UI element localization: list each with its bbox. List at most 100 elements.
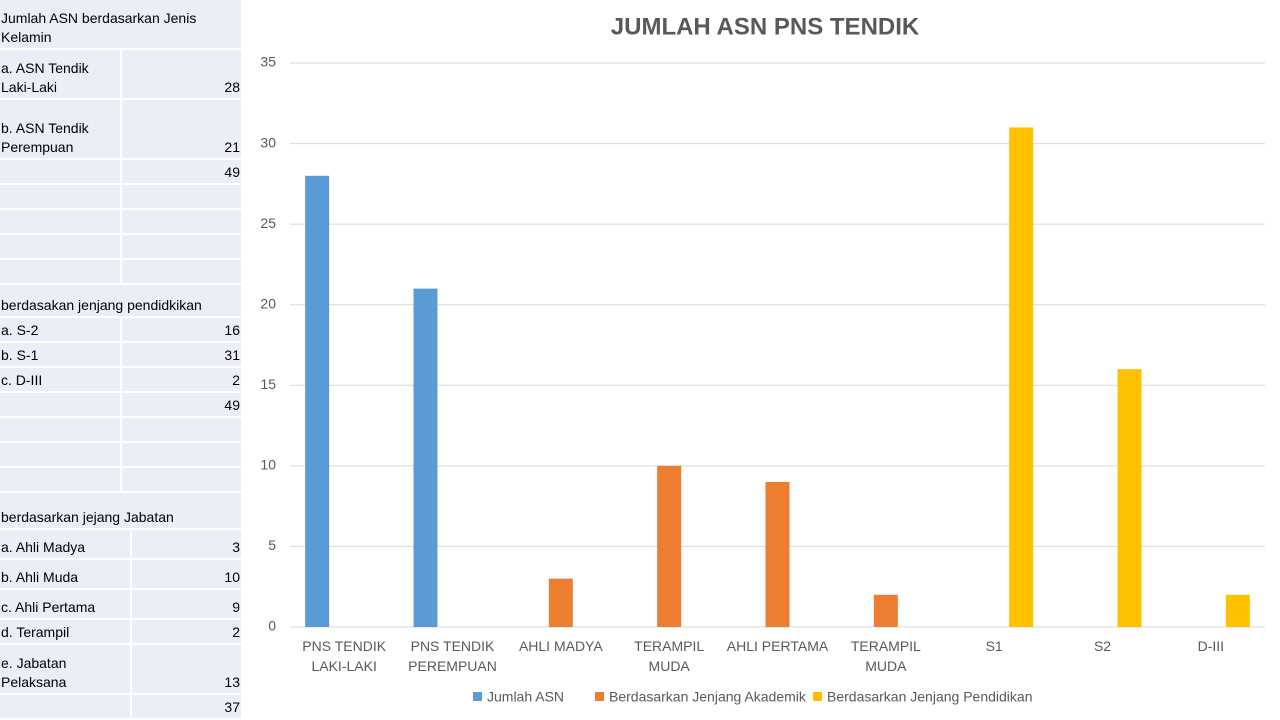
empty-cell	[122, 468, 243, 493]
row-label-text: b. Ahli Muda	[1, 569, 79, 585]
y-tick-label: 0	[268, 618, 276, 634]
y-tick-label: 10	[260, 457, 276, 473]
row-total: 49	[122, 160, 243, 185]
bar	[1117, 369, 1142, 627]
empty-cell	[122, 210, 243, 235]
row-value: 2	[132, 620, 243, 645]
section-title-text: berdasakan jenjang pendidkikan	[1, 297, 202, 313]
row-label-text: a. ASN Tendik Laki-Laki	[1, 60, 89, 95]
row-value-text: 21	[224, 139, 240, 155]
bar	[548, 578, 573, 627]
x-tick-label-line: TERAMPIL	[634, 638, 704, 654]
empty-cell	[122, 235, 243, 260]
row-value-text: 31	[224, 347, 240, 363]
row-label: a. S-2	[0, 318, 122, 343]
empty-cell	[0, 160, 122, 185]
row-total-text: 37	[224, 699, 240, 715]
row-label: b. S-1	[0, 343, 122, 368]
x-tick-label: PNS TENDIK PEREMPUAN	[408, 638, 497, 674]
x-tick-label-line: PNS TENDIK	[411, 638, 495, 654]
row-label: c. D-III	[0, 368, 122, 393]
row-value-text: 2	[232, 624, 240, 640]
row-total-text: 49	[224, 397, 240, 413]
row-label-text: c. Ahli Pertama	[1, 599, 96, 615]
x-tick-label-line: PNS TENDIK	[302, 638, 386, 654]
section-title: berdasarkan jejang Jabatan	[0, 493, 243, 530]
row-label: b. ASN Tendik Perempuan	[0, 100, 122, 160]
legend-label: Berdasarkan Jenjang Pendidikan	[827, 689, 1032, 705]
bar	[1225, 594, 1250, 627]
empty-cell	[122, 185, 243, 210]
section-title-text: berdasarkan jejang Jabatan	[1, 509, 174, 525]
row-label-text: a. Ahli Madya	[1, 539, 86, 555]
x-tick-label: PNS TENDIK LAKI-LAKI	[302, 638, 386, 674]
x-tick-label: D-III	[1198, 638, 1224, 654]
x-tick-label-line: MUDA	[649, 658, 691, 674]
row-value-text: 28	[224, 79, 240, 95]
y-tick-label: 20	[260, 295, 276, 311]
bar	[305, 175, 330, 628]
row-value-text: 10	[224, 569, 240, 585]
row-value: 31	[122, 343, 243, 368]
row-value: 21	[122, 100, 243, 160]
row-value: 3	[132, 530, 243, 560]
x-tick-label-line: PEREMPUAN	[408, 658, 497, 674]
chart: JUMLAH ASN PNS TENDIK 0 5 10 15 20 25 30 35 PNS …	[260, 13, 1265, 705]
row-label-text: b. S-1	[1, 347, 39, 363]
row-total: 49	[122, 393, 243, 418]
row-label-text: b. ASN Tendik Perempuan	[1, 120, 89, 155]
y-tick-label: 35	[260, 54, 276, 70]
row-label-text: c. D-III	[1, 372, 43, 388]
x-tick-label-line: AHLI MADYA	[519, 638, 603, 654]
row-label: e. Jabatan Pelaksana	[0, 645, 132, 695]
bar	[1009, 127, 1034, 627]
y-tick-label: 30	[260, 134, 276, 150]
section-title: Jumlah ASN berdasarkan Jenis Kelamin	[0, 0, 243, 50]
row-label: a. Ahli Madya	[0, 530, 132, 560]
row-value-text: 3	[232, 539, 240, 555]
x-tick-label-line: TERAMPIL	[851, 638, 921, 654]
row-value-text: 2	[232, 372, 240, 388]
x-tick-label-line: LAKI-LAKI	[311, 658, 376, 674]
row-total-text: 49	[224, 164, 240, 180]
y-tick-label: 15	[260, 376, 276, 392]
bar	[765, 481, 790, 627]
empty-cell	[0, 695, 132, 720]
empty-cell	[122, 443, 243, 468]
empty-cell	[0, 468, 122, 493]
row-label: d. Terampil	[0, 620, 132, 645]
row-value: 9	[132, 590, 243, 620]
row-value: 2	[122, 368, 243, 393]
row-total: 37	[132, 695, 243, 720]
x-tick-label-line: AHLI PERTAMA	[727, 638, 829, 654]
empty-cell	[0, 210, 122, 235]
row-label-text: a. S-2	[1, 322, 39, 338]
x-tick-label-line: D-III	[1198, 638, 1224, 654]
x-tick-label-line: S1	[986, 638, 1003, 654]
row-label-text: e. Jabatan Pelaksana	[1, 655, 67, 690]
row-value: 13	[132, 645, 243, 695]
empty-cell	[0, 393, 122, 418]
legend-swatch	[595, 692, 604, 701]
bar	[657, 465, 682, 627]
row-value: 16	[122, 318, 243, 343]
y-tick-label: 5	[268, 537, 276, 553]
x-tick-label: AHLI MADYA	[519, 638, 603, 654]
row-value-text: 16	[224, 322, 240, 338]
row-label-text: d. Terampil	[1, 624, 70, 640]
empty-cell	[0, 443, 122, 468]
empty-cell	[122, 418, 243, 443]
empty-cell	[0, 235, 122, 260]
section-title: berdasakan jenjang pendidkikan	[0, 285, 243, 318]
bar	[873, 594, 898, 627]
row-label: b. Ahli Muda	[0, 560, 132, 590]
row-value-text: 9	[232, 599, 240, 615]
section-title-text: Jumlah ASN berdasarkan Jenis Kelamin	[1, 10, 197, 45]
row-label: a. ASN Tendik Laki-Laki	[0, 50, 122, 100]
bar	[413, 288, 438, 627]
empty-cell	[0, 185, 122, 210]
row-label: c. Ahli Pertama	[0, 590, 132, 620]
legend-swatch	[473, 692, 482, 701]
y-tick-label: 25	[260, 215, 276, 231]
